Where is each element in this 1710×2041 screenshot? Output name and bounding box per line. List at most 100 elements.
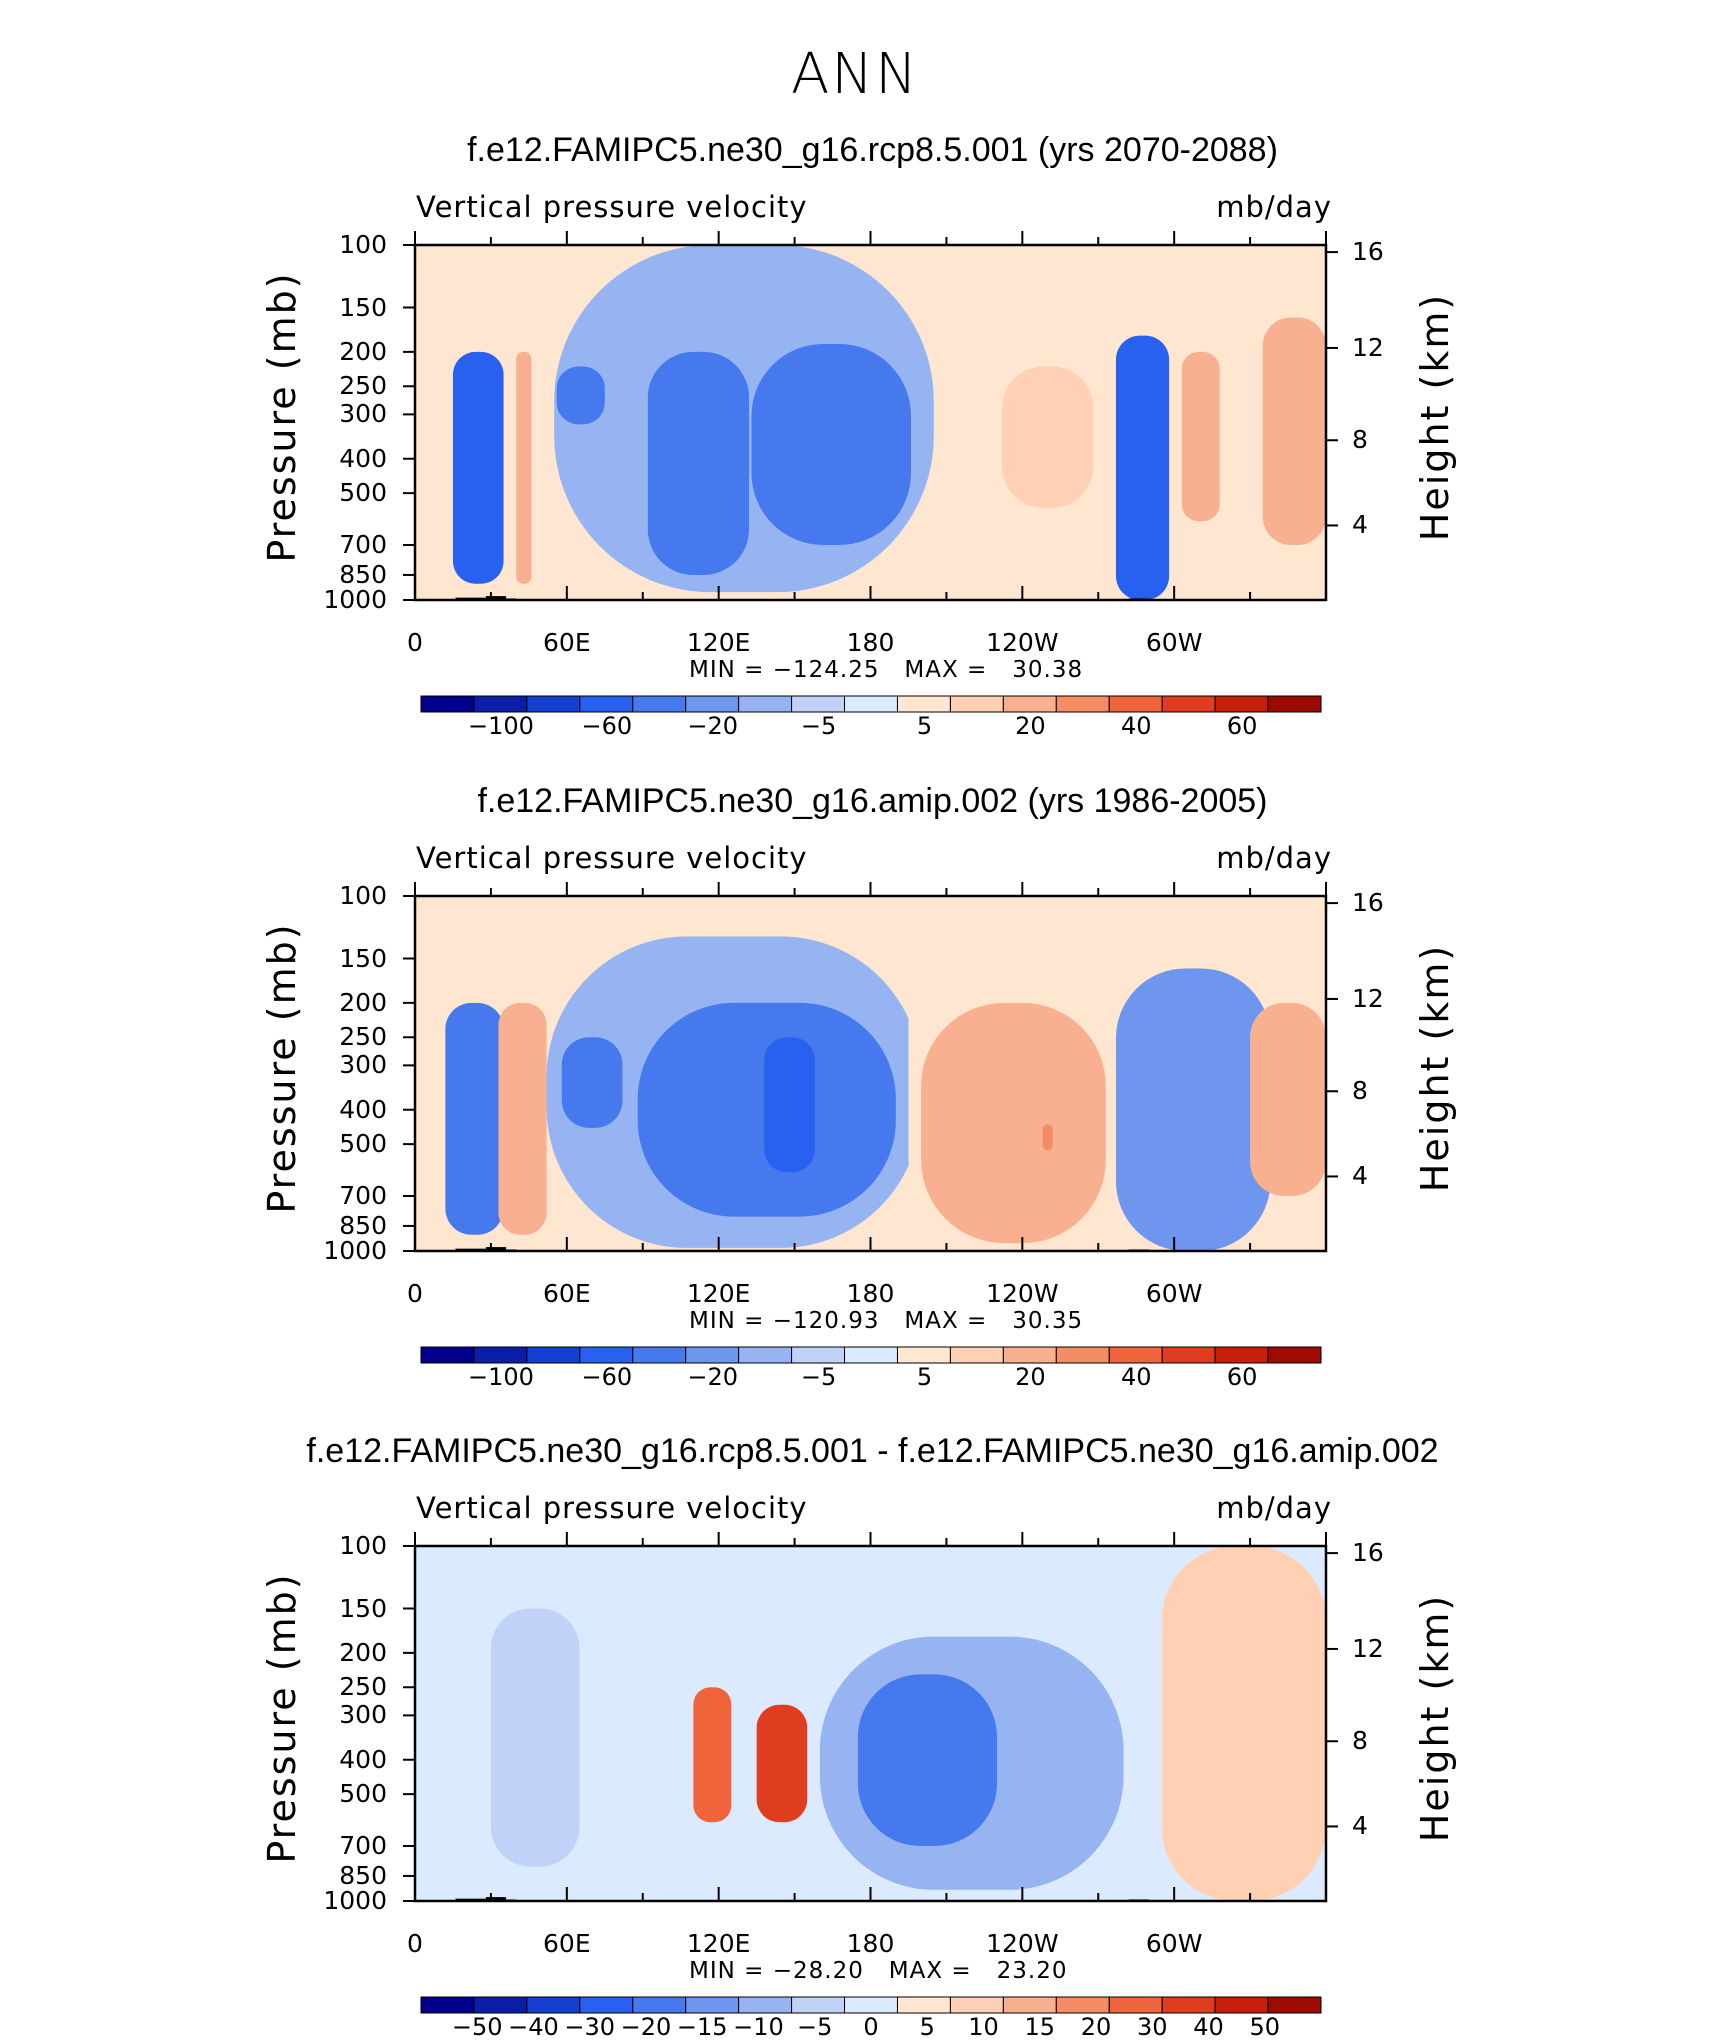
y-tick-label: 100 <box>297 230 387 259</box>
colorbar-swatch <box>527 696 580 712</box>
colorbar-label: 5 <box>884 1363 964 1391</box>
y-tick-label-right: 4 <box>1352 1811 1368 1840</box>
colorbar-swatch <box>686 1347 739 1363</box>
colorbar-swatch <box>845 1997 898 2013</box>
x-tick-label: 180 <box>821 1279 921 1308</box>
x-tick-label: 60E <box>517 1929 617 1958</box>
contour-region <box>453 352 504 584</box>
contour-region <box>757 1705 808 1823</box>
x-tick-label: 60E <box>517 628 617 657</box>
colorbar-swatch <box>1162 1347 1215 1363</box>
colorbar-swatch <box>1268 1997 1321 2013</box>
colorbar-swatch <box>1003 696 1056 712</box>
colorbar-swatch <box>792 696 845 712</box>
x-tick-label: 60E <box>517 1279 617 1308</box>
y-tick-label: 150 <box>297 1594 387 1623</box>
x-tick-label: 120W <box>972 628 1072 657</box>
colorbar-swatch <box>1109 1347 1162 1363</box>
colorbar-label: 20 <box>990 712 1070 740</box>
contour-region <box>1182 352 1220 521</box>
y-tick-label-right: 12 <box>1352 333 1384 362</box>
y-tick-label-right: 16 <box>1352 1538 1384 1567</box>
x-tick-label: 0 <box>365 1929 465 1958</box>
y-tick-label: 200 <box>297 337 387 366</box>
colorbar-swatch <box>1215 1347 1268 1363</box>
colorbar-label: 60 <box>1202 712 1282 740</box>
y-tick-label: 300 <box>297 399 387 428</box>
y-tick-label-right: 16 <box>1352 237 1384 266</box>
colorbar-swatch <box>474 1997 527 2013</box>
colorbar-label: 50 <box>1225 2013 1305 2041</box>
y-tick-label: 500 <box>297 478 387 507</box>
colorbar-label: 40 <box>1096 712 1176 740</box>
colorbar-swatch <box>1056 1347 1109 1363</box>
y-tick-label: 250 <box>297 371 387 400</box>
x-tick-label: 60W <box>1124 1929 1224 1958</box>
variable-label: Vertical pressure velocity <box>416 841 808 875</box>
min-max-stats: MIN = −124.25 MAX = 30.38 <box>689 657 1083 683</box>
y-tick-label: 700 <box>297 530 387 559</box>
contour-region <box>764 1037 815 1172</box>
y-tick-label: 1000 <box>297 1236 387 1265</box>
y-tick-label: 400 <box>297 1745 387 1774</box>
contour-region <box>562 1037 623 1128</box>
colorbar-swatch <box>1268 1347 1321 1363</box>
colorbar-label: 20 <box>990 1363 1070 1391</box>
main-title: ANN <box>0 42 1710 107</box>
colorbar-label: 40 <box>1096 1363 1176 1391</box>
y-axis-title-right: Height (km) <box>1413 918 1457 1218</box>
y-tick-label-right: 12 <box>1352 984 1384 1013</box>
y-tick-label: 1000 <box>297 1886 387 1915</box>
colorbar-swatch <box>686 696 739 712</box>
contour-region <box>1263 317 1326 545</box>
y-tick-label: 500 <box>297 1129 387 1158</box>
contour-plot <box>415 896 1326 1251</box>
contour-region <box>445 1003 503 1235</box>
contour-region <box>1002 367 1093 508</box>
colorbar <box>421 696 1321 712</box>
x-tick-label: 60W <box>1124 628 1224 657</box>
y-tick-label-right: 4 <box>1352 1161 1368 1190</box>
colorbar-swatch <box>421 696 474 712</box>
y-axis-title-right: Height (km) <box>1413 1568 1457 1868</box>
contour-region <box>1162 1546 1326 1901</box>
y-tick-label: 400 <box>297 1095 387 1124</box>
y-tick-label-right: 8 <box>1352 425 1368 454</box>
colorbar-swatch <box>1162 696 1215 712</box>
variable-label: Vertical pressure velocity <box>416 1491 808 1525</box>
colorbar-label: 60 <box>1202 1363 1282 1391</box>
panel-title: f.e12.FAMIPC5.ne30_g16.rcp8.5.001 (yrs 2… <box>0 131 1710 170</box>
colorbar-swatch <box>633 1347 686 1363</box>
x-tick-label: 120E <box>669 628 769 657</box>
units-label: mb/day <box>1216 841 1332 875</box>
contour-region <box>499 1003 547 1235</box>
contour-region <box>1250 1003 1326 1196</box>
colorbar-label: 5 <box>884 712 964 740</box>
colorbar-swatch <box>1056 696 1109 712</box>
y-tick-label: 100 <box>297 881 387 910</box>
variable-label: Vertical pressure velocity <box>416 190 808 224</box>
contour-region <box>1116 968 1270 1251</box>
contour-region <box>858 1674 997 1846</box>
colorbar-swatch <box>897 696 950 712</box>
panel-title: f.e12.FAMIPC5.ne30_g16.amip.002 (yrs 198… <box>0 782 1710 821</box>
colorbar-swatch <box>1268 696 1321 712</box>
x-tick-label: 120E <box>669 1279 769 1308</box>
contour-region <box>491 1609 580 1867</box>
x-tick-label: 120W <box>972 1929 1072 1958</box>
colorbar-label: −60 <box>567 1363 647 1391</box>
units-label: mb/day <box>1216 190 1332 224</box>
colorbar-swatch <box>950 1997 1003 2013</box>
colorbar-swatch <box>633 1997 686 2013</box>
colorbar-swatch <box>1215 1997 1268 2013</box>
colorbar-swatch <box>1109 1997 1162 2013</box>
y-tick-label: 300 <box>297 1050 387 1079</box>
y-tick-label: 200 <box>297 1638 387 1667</box>
colorbar <box>421 1997 1321 2013</box>
x-tick-label: 0 <box>365 1279 465 1308</box>
contour-region <box>557 367 605 425</box>
colorbar-swatch <box>897 1347 950 1363</box>
y-tick-label: 700 <box>297 1831 387 1860</box>
contour-region <box>648 352 749 575</box>
x-tick-label: 120W <box>972 1279 1072 1308</box>
